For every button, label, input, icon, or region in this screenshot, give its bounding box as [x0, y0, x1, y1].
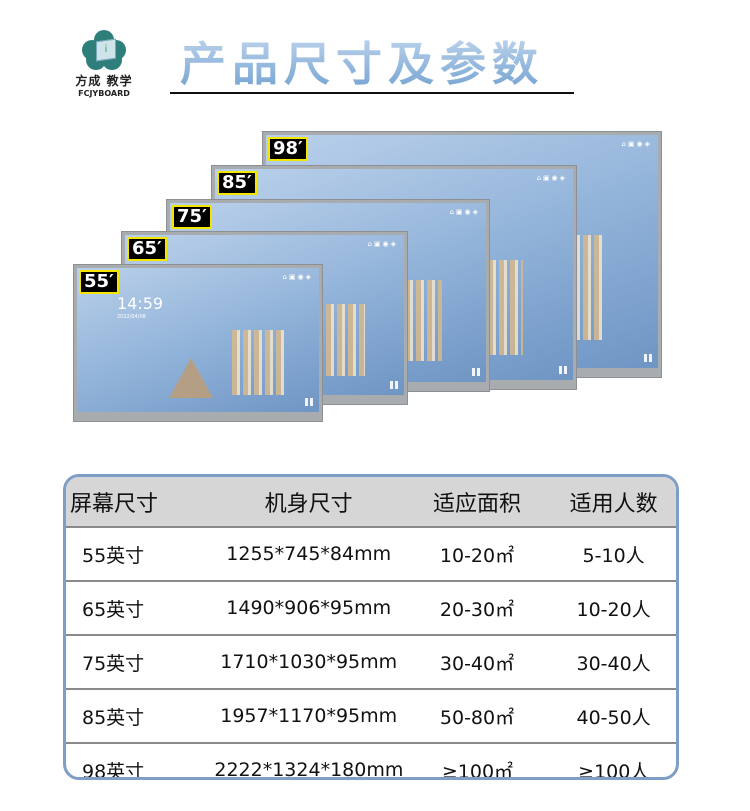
apps-grid-icon	[559, 366, 567, 374]
table-cell: 10-20㎡	[439, 544, 515, 567]
status-icons: ⌂▣◉◈	[449, 208, 480, 216]
table-header-row: 屏幕尺寸 机身尺寸 适应面积 适用人数	[66, 477, 676, 528]
flower-logo-icon: i	[82, 30, 126, 70]
table-cell: 5-10人	[582, 544, 645, 567]
apps-grid-icon	[305, 398, 313, 406]
table-cell: 1957*1170*95mm	[220, 705, 398, 727]
brand-logo: i 方成 教学 FCJYBOARD	[74, 30, 134, 98]
bar-graphic	[231, 329, 286, 395]
pyramid-graphic	[168, 357, 213, 398]
table-cell: ≥100㎡	[441, 760, 514, 780]
page-title: 产品尺寸及参数	[180, 28, 544, 94]
size-label: 55′	[79, 270, 119, 294]
display-55-inch: ⌂▣◉◈ 14:59 2022/04/08 55′	[73, 264, 323, 422]
size-label: 98′	[268, 137, 308, 161]
size-label: 85′	[217, 171, 257, 195]
table-row: 55英寸 1255*745*84mm 10-20㎡ 5-10人	[66, 528, 676, 582]
apps-grid-icon	[390, 381, 398, 389]
spec-table: 屏幕尺寸 机身尺寸 适应面积 适用人数 55英寸 1255*745*84mm 10-…	[63, 474, 679, 780]
table-cell: 30-40人	[576, 652, 651, 675]
header-people: 适用人数	[569, 491, 658, 517]
date-text: 2022/04/08	[117, 314, 146, 320]
table-cell: 30-40㎡	[439, 652, 515, 675]
header-area: 适应面积	[432, 491, 521, 517]
status-icons: ⌂▣◉◈	[282, 273, 313, 281]
apps-grid-icon	[472, 368, 480, 376]
table-cell: 50-80㎡	[439, 706, 515, 729]
table-cell: 98英寸	[82, 760, 145, 780]
size-label: 65′	[127, 237, 167, 261]
header-body-size: 机身尺寸	[264, 491, 353, 517]
title-divider	[170, 92, 574, 94]
apps-grid-icon	[644, 354, 652, 362]
table-cell: 85英寸	[82, 706, 145, 729]
table-cell: 2222*1324*180mm	[214, 759, 404, 780]
logo-name-cn: 方成 教学	[75, 74, 133, 88]
size-label: 75′	[172, 205, 212, 229]
table-cell: 40-50人	[576, 706, 651, 729]
table-cell: 75英寸	[82, 652, 145, 675]
table-row: 85英寸 1957*1170*95mm 50-80㎡ 40-50人	[66, 690, 676, 744]
table-row: 98英寸 2222*1324*180mm ≥100㎡ ≥100人	[66, 744, 676, 780]
status-icons: ⌂▣◉◈	[367, 240, 398, 248]
status-icons: ⌂▣◉◈	[621, 140, 652, 148]
table-cell: 1490*906*95mm	[226, 597, 392, 619]
status-icons: ⌂▣◉◈	[536, 174, 567, 182]
table-cell: 20-30㎡	[439, 598, 515, 621]
table-row: 65英寸 1490*906*95mm 20-30㎡ 10-20人	[66, 582, 676, 636]
table-cell: 55英寸	[82, 544, 145, 567]
table-cell: 10-20人	[576, 598, 651, 621]
table-row: 75英寸 1710*1030*95mm 30-40㎡ 30-40人	[66, 636, 676, 690]
clock-text: 14:59	[117, 294, 164, 313]
logo-name-en: FCJYBOARD	[78, 89, 130, 98]
header-screen-size: 屏幕尺寸	[70, 491, 159, 517]
table-cell: 1255*745*84mm	[226, 543, 392, 565]
table-cell: ≥100人	[578, 760, 650, 780]
table-cell: 65英寸	[82, 598, 145, 621]
table-cell: 1710*1030*95mm	[220, 651, 398, 673]
